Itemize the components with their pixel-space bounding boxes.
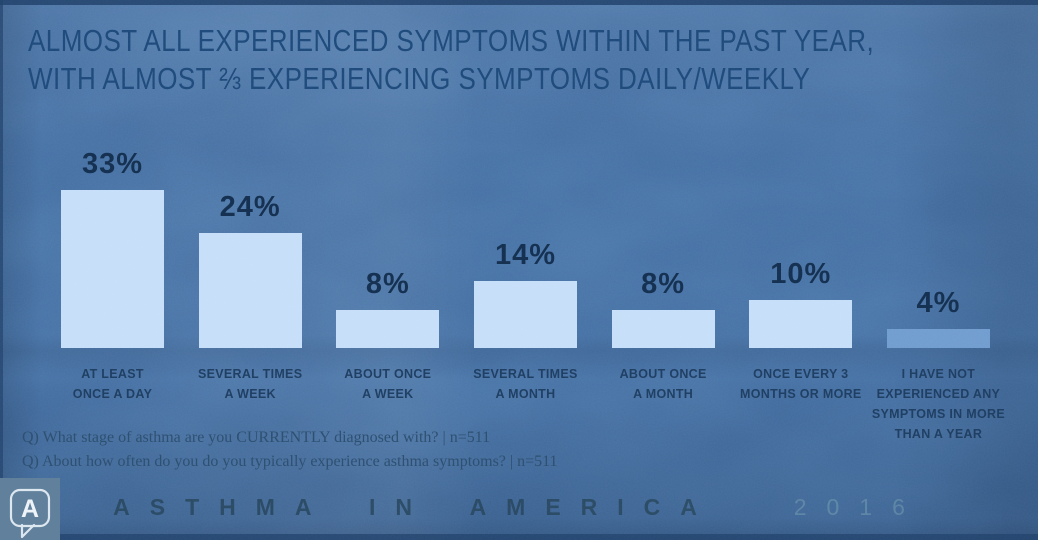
bar-chart: 33% AT LEAST ONCE A DAY 24% SEVERAL TIME… <box>61 0 1005 441</box>
bar-category-label: SEVERAL TIMES A WEEK <box>197 367 303 401</box>
bar-value-label: 24% <box>219 191 281 223</box>
bar-value-label: 10% <box>770 258 832 290</box>
footnote-line-1: Q) What stage of asthma are you CURRENTL… <box>22 429 491 446</box>
bar-column: 8% ABOUT ONCE A WEEK <box>336 268 440 401</box>
bar <box>749 300 853 348</box>
bar <box>886 329 990 348</box>
bar-column: 4% I HAVE NOT EXPERIENCED ANY SYMPTOMS I… <box>872 287 1005 441</box>
bar-column: 14% SEVERAL TIMES A MONTH <box>473 239 577 401</box>
bar-category-label: ABOUT ONCE A WEEK <box>344 367 432 401</box>
bar-value-label: 8% <box>641 268 686 300</box>
bar <box>611 310 715 348</box>
bar-category-label: I HAVE NOT EXPERIENCED ANY SYMPTOMS IN M… <box>871 367 1005 441</box>
bar-category-label: AT LEAST ONCE A DAY <box>72 367 153 401</box>
bar-category-label: ABOUT ONCE A MONTH <box>619 367 707 401</box>
bar-column: 8% ABOUT ONCE A MONTH <box>611 268 715 401</box>
speech-bubble-icon: A <box>9 488 51 539</box>
bar-category-label: SEVERAL TIMES A MONTH <box>473 367 578 401</box>
logo-letter: A <box>21 495 39 523</box>
footnotes: Q) What stage of asthma are you CURRENTL… <box>22 426 558 474</box>
bar-value-label: 4% <box>916 287 961 319</box>
bar-value-label: 8% <box>365 268 410 300</box>
bar <box>473 281 577 348</box>
bar <box>61 190 164 348</box>
bar <box>336 310 440 348</box>
bar-value-label: 14% <box>494 239 556 271</box>
bar-column: 33% AT LEAST ONCE A DAY <box>61 148 164 401</box>
bar-value-label: 33% <box>81 148 144 180</box>
brand-logo: A <box>0 478 60 540</box>
bar-column: 24% SEVERAL TIMES A WEEK <box>198 191 302 401</box>
bar <box>198 233 302 348</box>
footnote-line-2: Q) About how often do you do you typical… <box>22 453 558 470</box>
bar-category-label: ONCE EVERY 3 MONTHS OR MORE <box>740 367 862 401</box>
bar-column: 10% ONCE EVERY 3 MONTHS OR MORE <box>740 258 861 401</box>
